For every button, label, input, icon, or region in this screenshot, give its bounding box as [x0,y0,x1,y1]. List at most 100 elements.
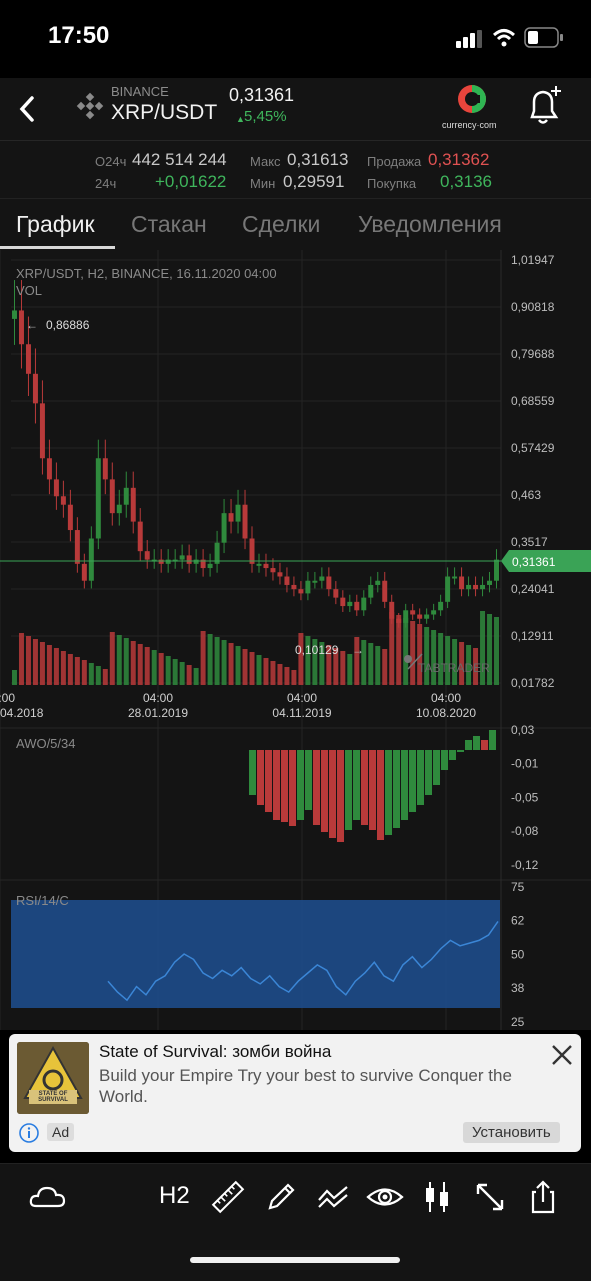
pencil-icon[interactable] [262,1178,300,1216]
info-icon[interactable] [19,1123,39,1143]
candle [312,580,318,583]
ad-title[interactable]: State of Survival: зомби война [99,1042,332,1061]
awo-bar [321,750,328,832]
awo-bar [433,750,440,785]
signal-icon [456,30,482,48]
candle [144,551,150,560]
rsi-tick: 75 [511,880,525,894]
volume-bar [459,642,465,685]
active-tab-indicator [0,246,115,249]
battery-icon [524,27,563,48]
add-alert-bell-icon[interactable] [522,84,566,128]
price-tick: 0,24041 [511,582,555,596]
volume-bar [193,668,199,685]
price-tick: 0,463 [511,488,541,502]
candle [368,584,374,598]
buy-label: Покупка [367,176,417,191]
status-bar: 17:50 [0,0,591,78]
awo-bar [337,750,344,842]
volume-bar [305,636,311,685]
tab-trades[interactable]: Сделки [242,211,321,237]
max-label: Макс [250,154,281,169]
volume-bar [39,642,45,685]
price-change: 5,45% [244,108,287,125]
candle [382,580,388,602]
candle [158,559,164,564]
candle [137,521,143,552]
interval-button[interactable]: H2 [159,1182,190,1209]
ruler-icon[interactable] [209,1178,247,1216]
back-icon[interactable] [10,86,50,132]
eye-icon[interactable] [366,1178,404,1216]
awo-bar [281,750,288,822]
close-icon[interactable] [549,1042,575,1068]
volume-bar [242,649,248,685]
candle [326,576,332,590]
share-icon[interactable] [524,1178,562,1216]
chart-canvas[interactable]: 0,31361 XRP/USDT, H2, BINANCE, 16.11.202… [0,250,591,1030]
awo-tick: -0,01 [511,757,539,771]
candles-icon[interactable] [418,1178,456,1216]
ad-banner[interactable]: STATE OF SURVIVAL State of Survival: зом… [9,1034,581,1152]
cloud-icon[interactable] [28,1178,68,1216]
chart-area[interactable]: 0,31361 XRP/USDT, H2, BINANCE, 16.11.202… [0,250,591,1030]
candle [298,589,304,594]
currency-com-logo[interactable]: currency·com [440,84,504,136]
candle [81,563,87,581]
candle [452,576,458,579]
volume-bar [284,667,290,685]
ad-thumb-text: STATE OF SURVIVAL [38,1091,68,1103]
volume-bar [25,636,31,685]
volume-bar [186,665,192,685]
price-tick: 0,01782 [511,676,555,690]
awo-bar [393,750,400,828]
price-tick: 0,90818 [511,300,555,314]
candle [410,610,416,615]
volume-bar [382,649,388,685]
tab-alerts[interactable]: Уведомления [358,211,502,237]
awo-bar [305,750,312,810]
binance-logo-icon [76,92,104,120]
candle [165,559,171,564]
candle [375,580,381,585]
change-24h-value: +0,01622 [155,172,227,191]
awo-bar [361,750,368,825]
candle [207,563,213,569]
candle [95,458,101,539]
install-button[interactable]: Установить [463,1122,560,1143]
volume-bar [53,648,59,685]
awo-label: AWO/5/34 [16,736,75,751]
volume-bar [312,639,318,685]
tab-orderbook[interactable]: Стакан [131,211,207,237]
awo-bar [441,750,448,770]
awo-bar [457,750,464,752]
candle [123,487,129,505]
tab-chart[interactable]: График [16,211,95,237]
candle [130,487,136,522]
awo-bar [329,750,336,838]
volume-bar [88,663,94,685]
pair-name[interactable]: XRP/USDT [111,101,218,124]
volume-bar [417,624,423,685]
volume-value: 442 514 244 [132,150,227,169]
candle [270,568,276,573]
volume-bar [375,646,381,685]
candle [46,458,52,480]
tabtrader-logo-icon [404,655,412,663]
candle [263,563,269,569]
volume-bar [361,640,367,685]
volume-bar [221,640,227,685]
market-stats: O24ч 442 514 244 24ч +0,01622 Макс 0,316… [0,140,591,199]
candle [277,572,283,577]
volume-bar [263,658,269,685]
candle [249,538,255,564]
candle [102,458,108,480]
volume-bar [347,654,353,685]
indicators-icon[interactable] [314,1178,352,1216]
expand-icon[interactable] [471,1178,509,1216]
candle [186,555,192,564]
up-arrow-icon: ▲ [236,114,245,124]
awo-bar [425,750,432,795]
awo-bar [417,750,424,805]
volume-bar [319,642,325,685]
